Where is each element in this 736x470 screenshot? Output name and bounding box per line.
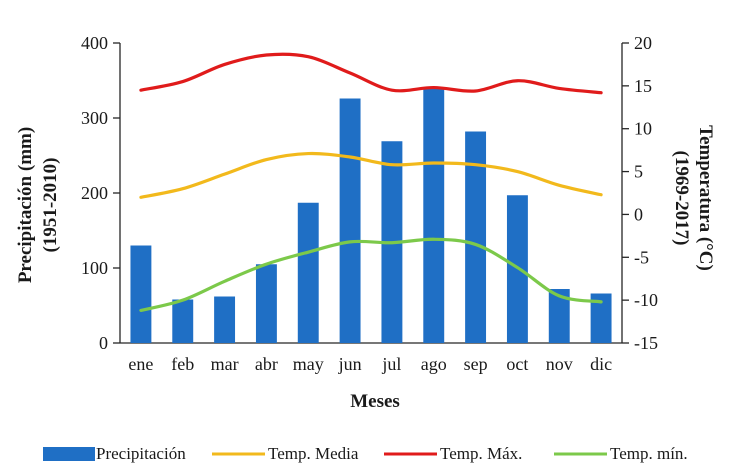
bar-precipitacion: [548, 289, 570, 343]
x-tick-label: ago: [421, 354, 447, 374]
y-right-tick-label: -10: [634, 290, 658, 310]
bars-layer: [130, 88, 612, 343]
x-tick-label: jun: [338, 354, 362, 374]
x-tick-label: mar: [211, 354, 239, 374]
y-right-tick-label: 5: [634, 162, 643, 182]
bar-precipitacion: [339, 98, 361, 343]
bar-precipitacion: [255, 264, 277, 343]
legend-label-temp-min: Temp. mín.: [610, 444, 688, 463]
x-tick-label: oct: [506, 354, 528, 374]
y-right-axis-title: Temperatura (°C): [695, 125, 716, 271]
x-tick-label: jul: [381, 354, 401, 374]
x-tick-label: may: [293, 354, 324, 374]
x-axis-title: Meses: [350, 391, 400, 412]
y-left-axis-period: (1951-2010): [40, 158, 61, 253]
ticks-layer: 0 100 200 300 400 -15 -10 -5 0 5 10 15 20 ene feb mar ab…: [81, 33, 658, 374]
y-right-tick-label: 10: [634, 119, 652, 139]
y-left-axis-title: Precipitación (mm): [15, 127, 36, 283]
x-tick-label: dic: [590, 354, 612, 374]
y-left-tick-label: 300: [81, 108, 108, 128]
y-right-tick-label: 20: [634, 33, 652, 53]
bar-precipitacion: [172, 299, 194, 343]
legend-label-precipitacion: Precipitación: [96, 444, 186, 463]
bar-precipitacion: [423, 88, 445, 343]
y-left-tick-label: 0: [99, 333, 108, 353]
series-line-temp-max: [139, 52, 603, 95]
legend-swatch-precipitacion: [43, 447, 95, 461]
y-right-tick-label: 15: [634, 76, 652, 96]
y-right-tick-label: 0: [634, 204, 643, 224]
bar-precipitacion: [214, 296, 236, 343]
x-tick-label: nov: [546, 354, 573, 374]
x-tick-label: feb: [171, 354, 194, 374]
bar-precipitacion: [590, 293, 612, 343]
y-right-tick-label: -15: [634, 333, 658, 353]
bar-precipitacion: [130, 245, 152, 343]
bar-precipitacion: [297, 202, 319, 343]
y-left-tick-label: 400: [81, 33, 108, 53]
plot-axes: [119, 43, 623, 344]
y-left-tick-label: 100: [81, 258, 108, 278]
series-line-temp-media: [139, 151, 603, 199]
series-line-temp-min: [139, 237, 603, 313]
x-tick-label: abr: [255, 354, 278, 374]
legend-label-temp-max: Temp. Máx.: [440, 444, 522, 463]
y-right-axis-period: (1969-2017): [671, 151, 692, 246]
x-tick-label: sep: [464, 354, 488, 374]
legend-label-temp-media: Temp. Media: [268, 444, 359, 463]
x-tick-label: ene: [128, 354, 153, 374]
series-layer: [139, 52, 603, 313]
y-left-tick-label: 200: [81, 183, 108, 203]
legend: Precipitación Temp. Media Temp. Máx. Tem…: [43, 444, 688, 463]
y-right-tick-label: -5: [634, 247, 649, 267]
bar-precipitacion: [465, 131, 487, 343]
